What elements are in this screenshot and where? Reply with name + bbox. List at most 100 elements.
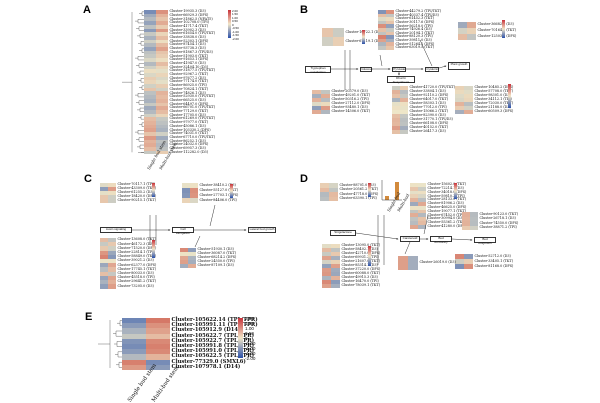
e-cell — [122, 328, 147, 334]
b-cell — [378, 46, 387, 50]
b-cell — [392, 118, 401, 123]
c-row-label: Cluster-39021.2 (D3) — [117, 258, 154, 263]
a-row-label: Cluster-45086.1 (D3) — [169, 123, 206, 128]
a-cell — [144, 21, 157, 25]
d-cell — [322, 244, 332, 249]
a-cell — [144, 43, 157, 48]
b-cell — [455, 94, 465, 99]
b-row-label: Cluster-60509.3 (DFS) — [474, 109, 514, 114]
a-cell — [156, 102, 169, 107]
b-node: Glucose — [360, 67, 373, 72]
a-cell — [156, 32, 169, 37]
d-cell — [410, 198, 419, 203]
b-row-label: Cluster-63019.5 (TKT) — [395, 45, 435, 50]
b-cell — [400, 110, 409, 115]
c-row-label: Cluster-90215.1 (TKT) — [117, 198, 157, 203]
a-cell — [144, 54, 157, 59]
a-cell — [156, 84, 169, 88]
a-cell — [144, 58, 157, 62]
c-cell — [108, 254, 117, 260]
b-row-label: Cluster-66108.0 (DFS) — [409, 121, 449, 126]
pathway-arrow — [194, 235, 201, 248]
d-row-label: Cluster-52712.0 (D3) — [474, 253, 511, 258]
b-cell — [321, 106, 331, 111]
b-cell — [378, 24, 387, 29]
c-cell — [182, 193, 191, 199]
a-row-label: Cluster-31877.5 (TPI/TKT) — [169, 68, 216, 73]
c-row-label: Cluster-80033.0 (D3) — [117, 271, 154, 275]
b-row-label: Cluster-10485.2 (DFS) — [474, 85, 514, 90]
d-row-label: Cluster-81906.2 (D3) — [427, 201, 464, 206]
c-cell — [182, 188, 191, 194]
a-cell — [144, 102, 157, 107]
a-cell — [156, 24, 169, 29]
c-row-label: Cluster-38410.2 (D3) — [199, 182, 236, 187]
d-row-label: Cluster-46625.0 (DFS) — [427, 205, 467, 209]
d-row-label: Cluster-26718.1 (D3) — [479, 216, 516, 221]
b-cell — [378, 42, 387, 47]
e-legend-tick: -1.50 — [245, 350, 256, 356]
c-cell — [100, 271, 109, 276]
b-row-label: Cluster-88120.3 (TPI) — [395, 34, 433, 39]
e-row-label: Cluster-107978.1 (D14) — [171, 363, 241, 370]
e-cell — [122, 354, 147, 360]
a-cell — [144, 117, 157, 122]
a-cell — [144, 24, 157, 29]
d-cell — [418, 205, 427, 210]
c-cell — [108, 275, 117, 281]
b-cell — [312, 90, 322, 95]
panel-label-a: A — [83, 4, 91, 16]
c-legend-bar — [230, 184, 233, 198]
d-cell — [322, 252, 332, 257]
a-cell — [156, 132, 169, 136]
a-cell — [144, 13, 157, 18]
b-node: Tryptophan metabolism — [305, 66, 331, 73]
c-row-label: Cluster-29641.2 (TKT) — [117, 279, 157, 284]
a-cell — [144, 10, 157, 14]
c-cell — [188, 260, 197, 265]
d-cell — [470, 221, 479, 226]
c-cell — [180, 252, 189, 257]
a-row-label: Cluster-33838.0 (D3) — [169, 35, 206, 40]
c-cell — [100, 275, 109, 281]
b-cell — [321, 90, 331, 95]
c-cell — [108, 284, 117, 289]
a-row-label: Cluster-81867.3 (TPI/D3) — [169, 49, 213, 54]
b-cell — [378, 38, 387, 43]
b-row-label: Cluster-82390.0 (D3) — [409, 113, 446, 118]
a-row-label: Cluster-61269.0 (TPI/TKT) — [169, 116, 216, 121]
e-row-label: Cluster-105622.14 (TPL/TPR) — [171, 317, 258, 323]
b-row-label: Cluster-41720.0 (TPI/TKT) — [409, 85, 456, 90]
d-cell — [329, 187, 339, 193]
a-cell — [144, 91, 157, 96]
d-node: Bud dormancy — [430, 236, 452, 243]
b-row-label: Cluster-12503.1 (DFS) — [477, 34, 517, 39]
d-cell — [410, 205, 419, 210]
c-row-label: Cluster-71520.0 (DFS) — [117, 245, 157, 250]
d-row-label: Cluster-21607.0 (TKT) — [341, 259, 381, 264]
b-row-label: Cluster-57708.0 (TKT) — [474, 89, 514, 94]
d-row-label: Cluster-37220.0 (DFS) — [341, 267, 381, 272]
a-cell — [144, 143, 157, 148]
d-row-label: Cluster-33405.1 (TKT) — [474, 258, 514, 263]
a-row-label: Cluster-66701.0 (TPI/TKT) — [169, 105, 216, 110]
a-cell — [156, 17, 169, 22]
a-row-label: Cluster-97977.0 (TKT) — [169, 120, 209, 125]
a-cell — [144, 72, 157, 77]
b-row-label: Cluster-21188.0 (D3) — [474, 105, 511, 110]
b-row-label: Cluster-15066.2 (TKT) — [409, 109, 449, 114]
b-cell — [464, 90, 474, 95]
a-legend-tick: 0.50 — [232, 19, 238, 23]
a-row-label: Cluster-74031.0 (TKT) — [169, 131, 209, 136]
b-cell — [322, 37, 334, 47]
b-row-label: Cluster-36682.0 (D3) — [477, 22, 514, 27]
a-row-label: Cluster-52930.0 (TPI/TKT) — [169, 94, 216, 99]
b-cell — [386, 31, 395, 36]
d-row-label: Cluster-69931.2 (TPI) — [341, 255, 379, 260]
d-cell — [410, 183, 419, 187]
b-cell — [400, 118, 409, 123]
e-row-label: Cluster-105622.7 (TPL/TPR) — [171, 332, 255, 339]
a-cell — [144, 135, 157, 140]
a-row-label: Cluster-97677.2 (D3) — [169, 75, 206, 80]
